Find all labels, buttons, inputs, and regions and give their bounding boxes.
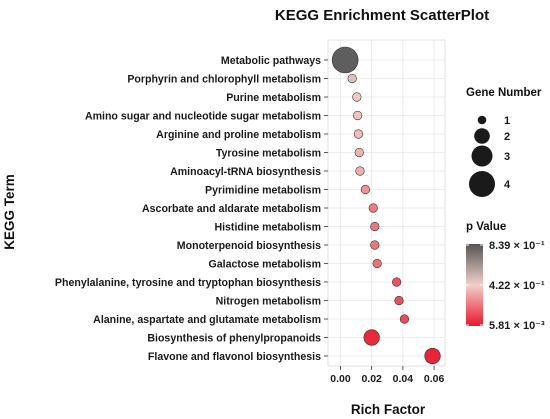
- data-point: [368, 203, 378, 213]
- category-label: Flavone and flavonol biosynthesis: [148, 351, 321, 363]
- data-point: [355, 166, 365, 176]
- x-axis-ticks: 0.00 0.02 0.04 0.06: [330, 366, 444, 385]
- data-point: [331, 46, 359, 74]
- category-label: Pyrimidine metabolism: [205, 184, 321, 196]
- plot-background: [327, 39, 446, 367]
- category-label: Galactose metabolism: [209, 258, 321, 270]
- size-legend-dot: [477, 115, 487, 125]
- category-label: Biosynthesis of phenylpropanoids: [147, 332, 321, 344]
- color-legend-mid: 4.22 × 10⁻¹: [489, 280, 545, 292]
- data-point: [363, 329, 380, 346]
- data-point: [353, 110, 363, 121]
- color-legend: p Value 8.39 × 10⁻¹ 4.22 × 10⁻¹ 5.81 × 1…: [466, 221, 545, 332]
- x-tick-label: 0.00: [330, 373, 351, 385]
- y-axis-title: KEGG Term: [2, 174, 17, 250]
- size-legend-dot: [469, 171, 495, 197]
- size-legend-label: 2: [504, 131, 510, 143]
- category-label: Tyrosine metabolism: [216, 147, 321, 159]
- size-legend-label: 4: [504, 179, 511, 191]
- category-labels: Metabolic pathways Porphyrin and chloroph…: [55, 55, 328, 363]
- data-point: [372, 258, 382, 269]
- category-label: Ascorbate and aldarate metabolism: [142, 203, 321, 215]
- color-bar: [466, 244, 483, 326]
- data-point: [354, 147, 364, 158]
- data-point: [399, 314, 410, 324]
- category-label: Purine metabolism: [226, 92, 321, 104]
- x-tick-label: 0.02: [361, 373, 382, 385]
- color-legend-title: p Value: [466, 221, 506, 233]
- data-point: [360, 184, 371, 195]
- color-legend-min: 5.81 × 10⁻³: [489, 320, 545, 332]
- data-point: [347, 73, 357, 84]
- data-point: [392, 277, 402, 287]
- data-point: [353, 129, 364, 139]
- data-point: [352, 92, 362, 102]
- size-legend-label: 3: [504, 151, 510, 163]
- category-label: Nitrogen metabolism: [216, 295, 321, 307]
- size-legend-label: 1: [504, 115, 510, 127]
- category-label: Monoterpenoid biosynthesis: [177, 240, 321, 252]
- size-legend: Gene Number 1 2 3 4: [466, 87, 542, 197]
- category-label: Amino sugar and nucleotide sugar metabol…: [85, 110, 321, 122]
- color-legend-max: 8.39 × 10⁻¹: [489, 240, 545, 252]
- chart-title: KEGG Enrichment ScatterPlot: [275, 7, 489, 24]
- x-tick-label: 0.04: [393, 373, 414, 385]
- x-tick-label: 0.06: [424, 373, 445, 385]
- data-point: [394, 295, 404, 306]
- plot-area: [327, 39, 446, 367]
- category-label: Metabolic pathways: [221, 55, 321, 67]
- category-label: Phenylalanine, tyrosine and tryptophan b…: [55, 277, 321, 289]
- data-point: [424, 347, 441, 365]
- x-axis-title: Rich Factor: [351, 402, 426, 417]
- data-point: [370, 221, 380, 232]
- category-label: Aminoacyl-tRNA biosynthesis: [170, 166, 321, 178]
- category-label: Porphyrin and chlorophyll metabolism: [127, 73, 321, 85]
- category-label: Alanine, aspartate and glutamate metabol…: [93, 314, 321, 326]
- category-label: Arginine and proline metabolism: [156, 129, 321, 141]
- category-label: Histidine metabolism: [214, 221, 321, 233]
- size-legend-dot: [474, 128, 490, 144]
- size-legend-dot: [471, 145, 493, 167]
- size-legend-title: Gene Number: [466, 87, 542, 99]
- data-point: [370, 240, 380, 250]
